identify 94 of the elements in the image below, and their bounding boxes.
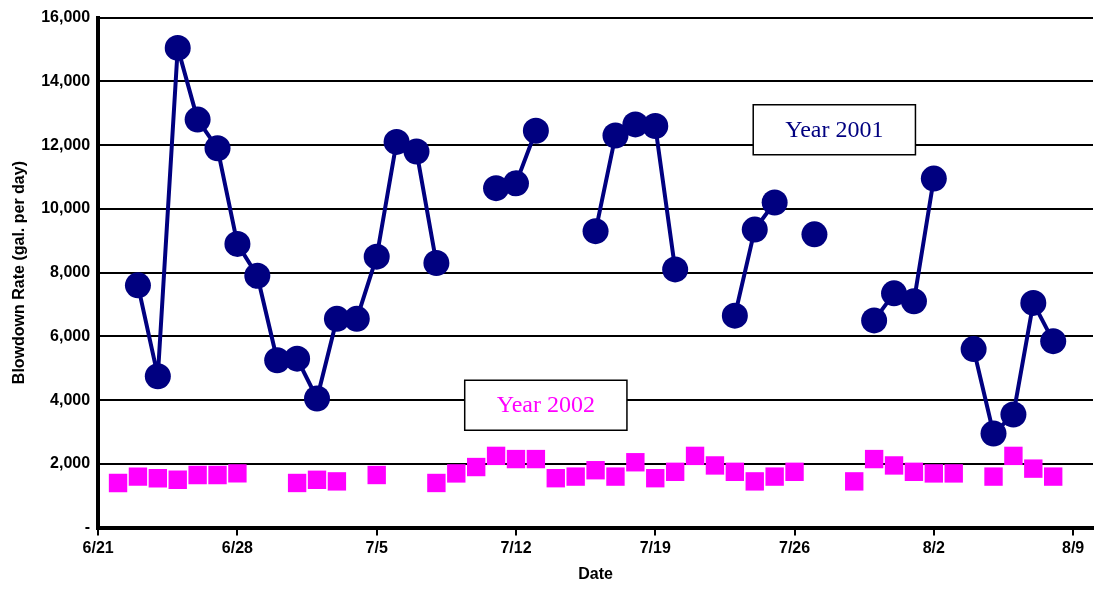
point [1044, 467, 1063, 486]
point [284, 345, 311, 372]
point [864, 449, 884, 469]
point [900, 288, 927, 315]
point [383, 128, 410, 155]
point [447, 464, 466, 483]
y-tick-label: 12,000 [41, 135, 91, 153]
point [228, 464, 247, 483]
point [327, 472, 347, 491]
point [761, 189, 788, 216]
x-tick-label: 8/2 [922, 538, 946, 556]
x-tick-label: 7/12 [500, 538, 532, 556]
y-tick-label: 4,000 [50, 390, 91, 408]
point [924, 464, 944, 483]
point [721, 302, 748, 329]
point [785, 462, 804, 482]
point [367, 465, 386, 485]
point [582, 218, 609, 245]
y-tick-label: 2,000 [50, 454, 91, 472]
point [845, 472, 864, 491]
point [208, 465, 227, 485]
point [861, 307, 888, 334]
point [745, 472, 764, 491]
point [164, 34, 191, 61]
y-tick-label: 8,000 [50, 263, 91, 281]
point [502, 170, 529, 197]
point [188, 465, 207, 485]
point [980, 420, 1007, 447]
point [124, 272, 151, 299]
point [586, 461, 605, 480]
x-tick-label: 7/26 [778, 538, 811, 556]
point [307, 470, 327, 489]
point [904, 462, 924, 482]
y-axis-title: Blowdown Rate (gal. per day) [10, 161, 28, 385]
x-axis-title: Date [578, 564, 614, 582]
point [1024, 459, 1043, 478]
series-label: Year 2002 [496, 391, 595, 418]
point [741, 216, 768, 243]
point [128, 467, 148, 486]
point [705, 456, 725, 475]
point [304, 385, 331, 412]
y-tick-label: 14,000 [41, 71, 91, 89]
point [204, 135, 231, 162]
point [725, 462, 745, 482]
point [920, 165, 947, 192]
point [884, 456, 904, 475]
point [662, 256, 689, 283]
point [566, 467, 585, 486]
point [244, 262, 271, 289]
point [960, 336, 987, 363]
x-tick-label: 7/5 [365, 538, 388, 556]
point [363, 243, 390, 270]
y-tick-label: 16,000 [41, 8, 91, 26]
point [602, 122, 629, 149]
point [646, 469, 665, 488]
y-tick-label: 10,000 [41, 199, 91, 217]
point [546, 469, 565, 488]
point [486, 446, 506, 466]
point [224, 230, 251, 257]
point [506, 449, 526, 469]
point [287, 473, 307, 493]
point [765, 467, 784, 486]
point [665, 462, 685, 482]
x-tick-label: 6/21 [82, 538, 114, 556]
point [108, 473, 128, 493]
point [1040, 328, 1067, 355]
y-tick-label: 6,000 [50, 326, 91, 344]
text: Year 2001 [785, 116, 884, 143]
point [984, 467, 1003, 486]
point [168, 470, 187, 489]
point [403, 138, 430, 165]
point [881, 280, 908, 307]
point [343, 305, 370, 332]
point [685, 446, 705, 466]
y-tick-label: - [84, 518, 91, 536]
point [944, 464, 963, 483]
x-tick-label: 7/19 [639, 538, 671, 556]
point [642, 112, 669, 139]
point [1004, 446, 1023, 466]
point [144, 363, 171, 390]
point [1000, 401, 1027, 428]
point [466, 457, 486, 477]
point [801, 221, 828, 248]
x-tick-label: 6/28 [221, 538, 254, 556]
point [606, 467, 625, 486]
point [526, 449, 546, 469]
point [423, 250, 450, 277]
point [427, 473, 446, 493]
point [522, 117, 549, 144]
point [626, 453, 645, 472]
point [184, 106, 211, 133]
x-tick-label: 8/9 [1061, 538, 1085, 556]
point [1020, 289, 1047, 316]
point [148, 469, 168, 488]
